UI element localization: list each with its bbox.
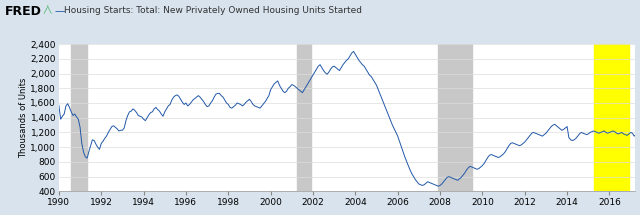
- Bar: [71, 44, 87, 191]
- Y-axis label: Thousands of Units: Thousands of Units: [19, 78, 28, 158]
- Text: ╱╲: ╱╲: [43, 5, 51, 14]
- Bar: [593, 44, 629, 191]
- Text: FRED: FRED: [5, 5, 42, 18]
- Text: —: —: [54, 6, 65, 16]
- Bar: [438, 44, 472, 191]
- Bar: [297, 44, 311, 191]
- Text: Housing Starts: Total: New Privately Owned Housing Units Started: Housing Starts: Total: New Privately Own…: [64, 6, 362, 15]
